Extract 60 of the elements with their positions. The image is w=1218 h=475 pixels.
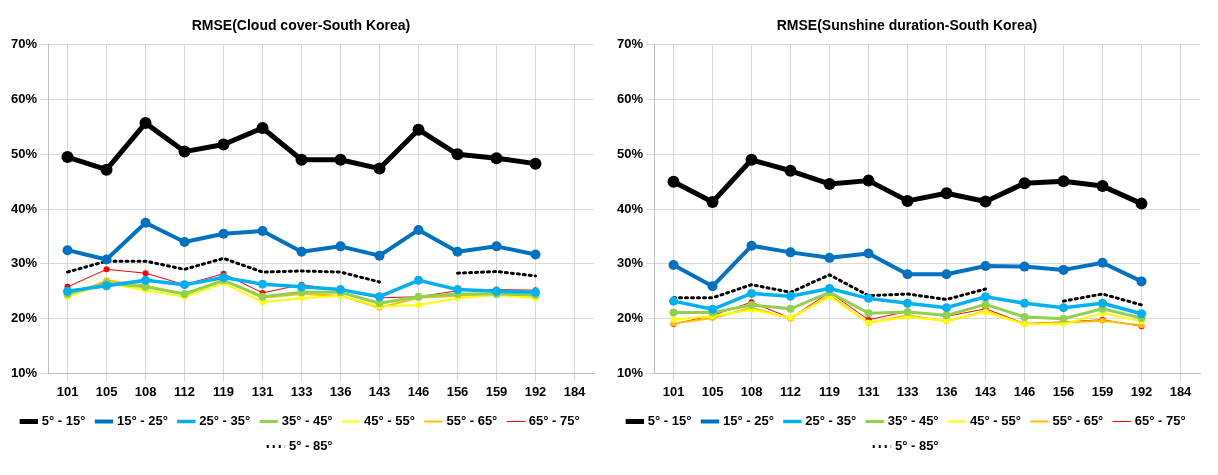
- x-tick-label: 184: [1169, 383, 1193, 399]
- y-tick-label: 20%: [616, 310, 644, 326]
- x-tick-label: 192: [524, 383, 547, 399]
- legend-label: 5° - 15°: [647, 413, 692, 429]
- x-tick-label: 143: [368, 383, 391, 399]
- legend-label: 25° - 35°: [805, 413, 857, 429]
- chart-title: RMSE(Cloud cover-South Korea): [191, 17, 411, 34]
- legend-label: 45° - 55°: [364, 413, 415, 429]
- x-tick-label: 143: [974, 383, 997, 399]
- x-tick-label: 131: [251, 383, 274, 399]
- y-tick-label: 50%: [10, 145, 38, 161]
- legend-label: 5° - 85°: [288, 438, 333, 454]
- x-tick-label: 101: [56, 383, 79, 399]
- x-tick-label: 146: [407, 383, 430, 399]
- y-tick-label: 50%: [616, 145, 644, 161]
- x-tick-label: 136: [329, 383, 352, 399]
- chart-title: RMSE(Sunshine duration-South Korea): [776, 17, 1038, 34]
- x-tick-label: 136: [935, 383, 958, 399]
- legend-label: 55° - 65°: [446, 413, 498, 429]
- y-tick-label: 30%: [616, 255, 644, 271]
- legend-label: 65° - 75°: [1134, 413, 1186, 429]
- legend-label: 35° - 45°: [281, 413, 333, 429]
- x-tick-label: 105: [701, 383, 724, 399]
- y-tick-label: 70%: [10, 36, 38, 52]
- y-tick-label: 60%: [616, 91, 644, 107]
- x-tick-label: 156: [446, 383, 469, 399]
- x-tick-label: 146: [1013, 383, 1036, 399]
- x-tick-label: 105: [95, 383, 118, 399]
- x-tick-label: 119: [819, 383, 841, 399]
- y-tick-label: 20%: [10, 310, 38, 326]
- x-tick-label: 131: [857, 383, 880, 399]
- legend-label: 25° - 35°: [199, 413, 251, 429]
- x-tick-label: 108: [740, 383, 763, 399]
- x-tick-label: 112: [780, 383, 802, 399]
- legend-label: 45° - 55°: [970, 413, 1021, 429]
- y-tick-label: 30%: [10, 255, 38, 271]
- x-tick-label: 133: [290, 383, 313, 399]
- legend-label: 35° - 45°: [887, 413, 939, 429]
- x-tick-label: 192: [1130, 383, 1153, 399]
- x-tick-label: 156: [1052, 383, 1075, 399]
- x-tick-label: 101: [662, 383, 685, 399]
- x-tick-label: 119: [213, 383, 235, 399]
- legend-label: 5° - 85°: [894, 438, 939, 454]
- y-tick-label: 40%: [616, 200, 644, 216]
- y-tick-label: 10%: [616, 364, 644, 380]
- y-tick-label: 40%: [10, 200, 38, 216]
- x-tick-label: 184: [563, 383, 587, 399]
- legend-label: 55° - 65°: [1052, 413, 1104, 429]
- y-tick-label: 10%: [10, 364, 38, 380]
- x-tick-label: 108: [134, 383, 157, 399]
- legend-label: 5° - 15°: [41, 413, 86, 429]
- x-tick-label: 159: [485, 383, 508, 399]
- legend-label: 15° - 25°: [722, 413, 774, 429]
- y-tick-label: 60%: [10, 91, 38, 107]
- x-tick-label: 133: [896, 383, 919, 399]
- legend-label: 15° - 25°: [116, 413, 168, 429]
- legend-label: 65° - 75°: [528, 413, 580, 429]
- x-tick-label: 159: [1091, 383, 1114, 399]
- y-tick-label: 70%: [616, 36, 644, 52]
- x-tick-label: 112: [174, 383, 196, 399]
